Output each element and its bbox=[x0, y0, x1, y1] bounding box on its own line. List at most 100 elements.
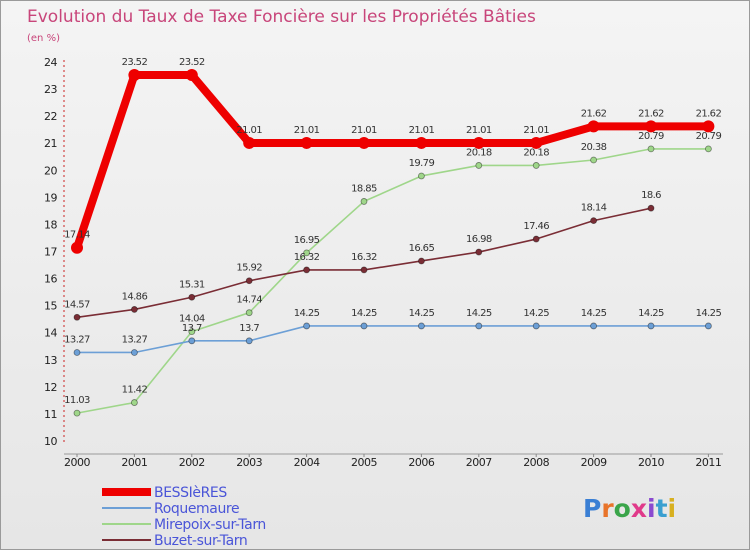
data-point bbox=[702, 120, 715, 133]
legend-label: Mirepoix-sur-Tarn bbox=[154, 517, 266, 533]
series-layer bbox=[71, 68, 715, 417]
data-point bbox=[590, 156, 597, 164]
chart-title: Evolution du Taux de Taxe Foncière sur l… bbox=[27, 7, 536, 27]
data-label: 14.25 bbox=[294, 308, 320, 319]
data-label: 21.01 bbox=[409, 125, 435, 136]
x-tick-label: 2006 bbox=[408, 456, 434, 469]
x-tick-label: 2008 bbox=[523, 456, 549, 469]
data-point bbox=[532, 162, 540, 169]
data-point bbox=[303, 249, 311, 257]
y-tick-label: 15 bbox=[44, 300, 57, 313]
data-label: 14.25 bbox=[581, 308, 607, 319]
y-tick-label: 20 bbox=[44, 164, 57, 177]
data-point bbox=[590, 322, 597, 330]
series-2 bbox=[73, 145, 712, 417]
data-point bbox=[475, 162, 483, 169]
axes: 10 11 12 13 14 15 16 17 18 19 20 21 22 23 24 2000 2001 20… bbox=[44, 56, 723, 469]
data-point bbox=[417, 257, 425, 265]
legend-item: BESSIèRES bbox=[102, 485, 228, 501]
series-0 bbox=[71, 68, 715, 254]
x-tick-label: 2005 bbox=[351, 456, 377, 469]
y-tick-label: 21 bbox=[44, 137, 57, 150]
y-tick-label: 10 bbox=[44, 435, 57, 448]
data-point bbox=[303, 266, 311, 274]
data-label: 16.65 bbox=[409, 243, 435, 254]
data-label: 23.52 bbox=[122, 57, 148, 68]
x-tick-label: 2002 bbox=[179, 456, 205, 469]
series-3 bbox=[73, 204, 655, 321]
data-label: 20.18 bbox=[466, 147, 492, 158]
x-tick-label: 2010 bbox=[638, 456, 664, 469]
data-point bbox=[587, 120, 600, 133]
data-point bbox=[647, 145, 655, 153]
data-point bbox=[185, 68, 198, 81]
data-label: 21.62 bbox=[581, 108, 607, 119]
y-tick-label: 14 bbox=[44, 327, 57, 340]
data-label: 21.01 bbox=[523, 125, 549, 136]
data-point bbox=[475, 322, 483, 330]
data-label: 15.31 bbox=[179, 279, 205, 290]
data-point bbox=[73, 313, 81, 321]
y-tick-label: 16 bbox=[44, 273, 57, 286]
data-label: 16.32 bbox=[294, 252, 320, 263]
data-point bbox=[245, 277, 253, 285]
data-label: 13.27 bbox=[122, 334, 148, 345]
y-tick-label: 24 bbox=[44, 56, 57, 69]
data-label: 18.85 bbox=[351, 183, 377, 194]
data-point bbox=[475, 248, 483, 256]
x-tick-label: 2001 bbox=[121, 456, 147, 469]
y-tick-label: 17 bbox=[44, 246, 57, 259]
data-labels: 11.03 11.42 14.04 14.74 16.95 18.85 19.79 20.18… bbox=[64, 57, 722, 406]
data-label: 20.79 bbox=[696, 131, 722, 142]
data-point bbox=[705, 322, 712, 330]
y-tick-label: 18 bbox=[44, 218, 57, 231]
data-label: 16.95 bbox=[294, 235, 320, 246]
data-label: 20.18 bbox=[523, 147, 549, 158]
data-point bbox=[415, 136, 428, 149]
legend-item: Roquemaure bbox=[102, 501, 240, 517]
data-label: 14.57 bbox=[64, 299, 90, 310]
series-line bbox=[76, 148, 710, 414]
y-tick-label: 13 bbox=[44, 354, 57, 367]
data-point bbox=[417, 172, 425, 180]
data-point bbox=[532, 235, 540, 243]
data-label: 18.6 bbox=[641, 190, 661, 201]
data-point bbox=[130, 306, 138, 313]
y-tick-label: 22 bbox=[44, 110, 57, 123]
x-tick-label: 2000 bbox=[64, 456, 90, 469]
data-point bbox=[645, 120, 657, 133]
data-label: 15.92 bbox=[236, 263, 262, 274]
data-point bbox=[245, 337, 253, 345]
data-label: 17.46 bbox=[523, 221, 549, 232]
data-point bbox=[300, 136, 313, 149]
data-point bbox=[360, 266, 368, 274]
chart-subtitle: (en %) bbox=[27, 33, 60, 44]
data-label: 14.74 bbox=[236, 295, 262, 306]
data-point bbox=[647, 204, 655, 212]
data-point bbox=[532, 322, 540, 330]
y-tick-label: 12 bbox=[44, 381, 57, 394]
data-label: 18.14 bbox=[581, 203, 607, 214]
data-label: 11.42 bbox=[122, 385, 148, 396]
watermark-text: Proxiti bbox=[583, 494, 676, 523]
data-label: 14.25 bbox=[696, 308, 722, 319]
data-label: 14.25 bbox=[466, 308, 492, 319]
data-label: 20.38 bbox=[581, 142, 607, 153]
x-tick-label: 2009 bbox=[581, 456, 607, 469]
data-point bbox=[73, 349, 81, 356]
data-point bbox=[73, 409, 81, 417]
data-label: 13.7 bbox=[182, 323, 202, 334]
x-tick-label: 2007 bbox=[466, 456, 492, 469]
data-point bbox=[417, 322, 425, 330]
legend-label: BESSIèRES bbox=[154, 485, 227, 501]
data-point bbox=[188, 337, 196, 345]
legend-label: Buzet-sur-Tarn bbox=[154, 533, 247, 549]
data-label: 14.25 bbox=[351, 308, 377, 319]
data-label: 21.01 bbox=[236, 125, 262, 136]
series-1 bbox=[73, 322, 712, 356]
data-label: 23.52 bbox=[179, 57, 205, 68]
data-point bbox=[303, 322, 311, 330]
data-label: 21.01 bbox=[294, 125, 320, 136]
y-tick-label: 11 bbox=[44, 408, 57, 421]
